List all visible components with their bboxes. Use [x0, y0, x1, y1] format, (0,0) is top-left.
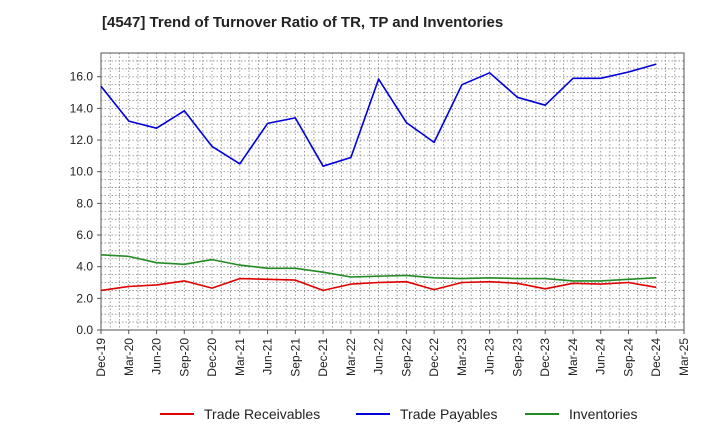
series-layer	[100, 63, 657, 292]
series-line-trade-receivables	[100, 277, 657, 292]
x-tick-label: Jun-20	[150, 338, 164, 375]
chart-title: [4547] Trend of Turnover Ratio of TR, TP…	[102, 14, 504, 31]
y-tick-label: 12.0	[70, 133, 94, 147]
y-tick-label: 6.0	[76, 228, 93, 242]
y-tick-label: 0.0	[76, 323, 93, 337]
x-tick-label: Jun-23	[483, 338, 497, 375]
x-tick-label: Sep-20	[177, 338, 191, 377]
x-tick-label: Mar-23	[455, 338, 469, 376]
x-tick-label: Dec-21	[316, 338, 330, 377]
x-tick-label: Jun-21	[261, 338, 275, 375]
x-tick-label: Dec-23	[538, 338, 552, 377]
x-tick-label: Sep-24	[621, 338, 635, 377]
x-tick-label: Sep-21	[288, 338, 302, 377]
x-tick-label: Mar-22	[344, 338, 358, 376]
x-tick-label: Dec-19	[94, 338, 108, 377]
x-tick-label: Dec-24	[649, 338, 663, 377]
axis-layer: 0.0 2.0 4.0 6.0 8.0 10.0 12.0 14.0 16.0 Dec-19 Mar…	[70, 52, 691, 377]
grid-layer	[100, 52, 685, 331]
x-tick-label: Sep-23	[510, 338, 524, 377]
plot-frame	[100, 52, 685, 331]
x-tick-label: Sep-22	[399, 338, 413, 377]
y-tick-label: 4.0	[76, 260, 93, 274]
y-tick-label: 16.0	[70, 70, 94, 84]
x-tick-label: Dec-20	[205, 338, 219, 377]
y-tick-label: 8.0	[76, 196, 93, 210]
legend-label: Trade Payables	[400, 406, 498, 422]
series-line-inventories	[100, 254, 657, 282]
x-tick-label: Mar-25	[677, 338, 691, 376]
y-tick-label: 2.0	[76, 291, 93, 305]
x-tick-label: Jun-24	[594, 338, 608, 375]
y-tick-label: 14.0	[70, 101, 94, 115]
x-tick-label: Mar-21	[233, 338, 247, 376]
x-tick-label: Dec-22	[427, 338, 441, 377]
legend-label: Inventories	[569, 406, 637, 422]
series-line-trade-payables	[100, 63, 657, 167]
x-tick-label: Jun-22	[372, 338, 386, 375]
x-tick-label: Mar-20	[122, 338, 136, 376]
x-tick-label: Mar-24	[566, 338, 580, 376]
legend: Trade Receivables Trade Payables Inventori…	[160, 406, 637, 422]
y-tick-label: 10.0	[70, 165, 94, 179]
legend-label: Trade Receivables	[204, 406, 320, 422]
